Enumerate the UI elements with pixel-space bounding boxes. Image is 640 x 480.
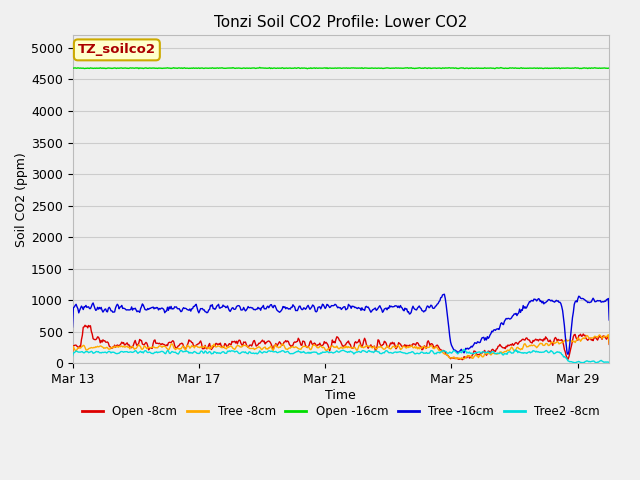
Text: TZ_soilco2: TZ_soilco2 [78,43,156,56]
Legend: Open -8cm, Tree -8cm, Open -16cm, Tree -16cm, Tree2 -8cm: Open -8cm, Tree -8cm, Open -16cm, Tree -… [77,401,605,423]
Title: Tonzi Soil CO2 Profile: Lower CO2: Tonzi Soil CO2 Profile: Lower CO2 [214,15,468,30]
Y-axis label: Soil CO2 (ppm): Soil CO2 (ppm) [15,152,28,247]
X-axis label: Time: Time [326,389,356,402]
